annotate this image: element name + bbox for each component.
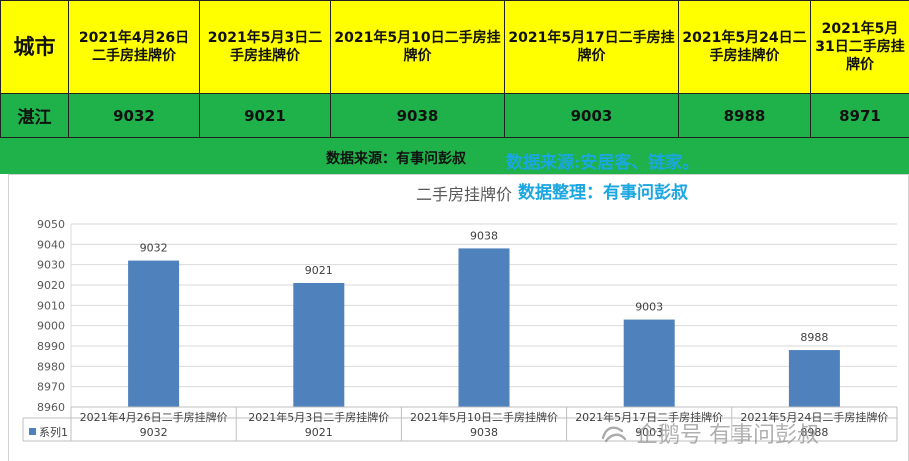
data-table-value: 9003	[635, 426, 663, 439]
bar	[788, 350, 840, 407]
chart-area: 二手房挂牌价 8960 8970 8980 8990 9000 9010 9020 9030 90…	[8, 174, 909, 461]
price-cell: 9038	[330, 93, 505, 138]
x-tick-label: 2021年5月10日二手房挂牌价	[410, 410, 558, 424]
x-tick-label: 2021年5月17日二手房挂牌价	[575, 410, 723, 424]
city-header: 城市	[0, 0, 69, 94]
y-tick-label: 9040	[37, 238, 65, 251]
bar	[293, 282, 345, 407]
watermark: 企鹅号 有事问彭叔	[600, 417, 819, 449]
data-label: 9032	[140, 242, 168, 255]
data-label: 9003	[635, 301, 663, 314]
watermark-text: 企鹅号 有事问彭叔	[636, 423, 819, 448]
legend-label: 系列1	[39, 425, 68, 439]
x-tick-label: 2021年5月24日二手房挂牌价	[740, 410, 888, 424]
bar-chart: 二手房挂牌价 8960 8970 8980 8990 9000 9010 9020 9030 90…	[22, 185, 898, 442]
price-cell: 9003	[504, 93, 679, 138]
y-tick-label: 8960	[37, 401, 65, 414]
data-table-value: 9032	[140, 426, 168, 439]
price-cell: 9032	[68, 93, 200, 138]
y-tick-label: 9050	[37, 218, 65, 231]
date-header: 2021年5月24日二手房挂牌价	[678, 0, 811, 94]
data-table-value: 8988	[800, 426, 828, 439]
date-header: 2021年5月3日二手房挂牌价	[199, 0, 331, 94]
data-label: 9038	[470, 229, 498, 242]
legend-swatch	[29, 428, 36, 435]
bar	[128, 260, 180, 407]
penguin-logo-icon	[601, 426, 627, 443]
y-tick-label: 8970	[37, 381, 65, 394]
y-tick-label: 9010	[37, 299, 65, 312]
x-tick-label: 2021年4月26日二手房挂牌价	[80, 410, 228, 424]
chart-title: 二手房挂牌价	[416, 185, 512, 204]
y-tick-label: 9030	[37, 259, 65, 272]
data-label: 9021	[305, 264, 333, 277]
data-table-value: 9021	[305, 426, 333, 439]
table-row: 湛江 9032 9021 9038 9003 8988 8971	[0, 93, 909, 138]
price-cell: 9021	[199, 93, 331, 138]
overlay-source-text: 数据来源:安居客、链家。	[506, 153, 700, 173]
price-cell: 8988	[678, 93, 811, 138]
data-table-value: 9038	[470, 426, 498, 439]
date-header: 2021年5月17日二手房挂牌价	[504, 0, 679, 94]
date-header: 2021年5月31日二手房挂牌价	[810, 0, 909, 94]
bar	[458, 248, 510, 407]
city-cell: 湛江	[0, 93, 69, 138]
data-label: 8988	[800, 331, 828, 344]
date-header: 2021年5月10日二手房挂牌价	[330, 0, 505, 94]
table-header-row: 城市 2021年4月26日二手房挂牌价 2021年5月3日二手房挂牌价 2021…	[0, 0, 909, 94]
overlay-credit-text: 数据整理：有事问彭叔	[518, 183, 688, 203]
y-tick-label: 8990	[37, 340, 65, 353]
price-cell: 8971	[810, 93, 909, 138]
bar	[623, 319, 675, 407]
source-text: 数据来源：有事问彭叔	[326, 151, 466, 167]
price-table: 城市 2021年4月26日二手房挂牌价 2021年5月3日二手房挂牌价 2021…	[0, 0, 909, 138]
y-tick-label: 8980	[37, 360, 65, 373]
source-bar: 数据来源：有事问彭叔	[0, 137, 909, 174]
x-tick-label: 2021年5月3日二手房挂牌价	[248, 410, 389, 424]
y-tick-label: 9020	[37, 279, 65, 292]
date-header: 2021年4月26日二手房挂牌价	[68, 0, 200, 94]
y-tick-label: 9000	[37, 320, 65, 333]
